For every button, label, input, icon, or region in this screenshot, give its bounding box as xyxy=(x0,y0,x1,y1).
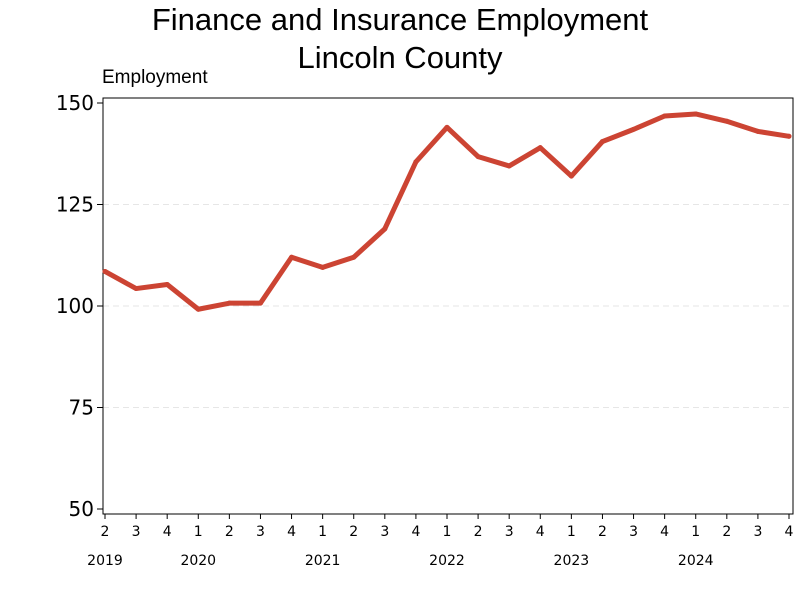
data-point xyxy=(724,118,730,124)
data-point xyxy=(164,281,170,287)
x-tick-label: 2 xyxy=(225,524,234,540)
year-label: 2019 xyxy=(87,553,123,569)
data-point xyxy=(568,173,574,179)
x-tick-label: 4 xyxy=(785,524,794,540)
y-tick-label: 50 xyxy=(69,497,94,521)
x-tick-label: 1 xyxy=(318,524,327,540)
data-point xyxy=(506,163,512,169)
data-point xyxy=(351,254,357,260)
data-point xyxy=(102,268,108,274)
year-label: 2024 xyxy=(678,553,714,569)
x-tick-label: 3 xyxy=(629,524,638,540)
x-tick-label: 4 xyxy=(660,524,669,540)
data-point xyxy=(662,113,668,119)
x-tick-label: 3 xyxy=(753,524,762,540)
data-point xyxy=(413,159,419,165)
x-tick-label: 3 xyxy=(380,524,389,540)
x-tick-label: 3 xyxy=(505,524,514,540)
x-tick-label: 4 xyxy=(287,524,296,540)
series-layer xyxy=(102,111,792,312)
data-point xyxy=(320,264,326,270)
x-tick-label: 1 xyxy=(567,524,576,540)
x-tick-label: 1 xyxy=(443,524,452,540)
series-line xyxy=(102,111,792,312)
x-tick-label: 3 xyxy=(132,524,141,540)
x-tick-label: 4 xyxy=(163,524,172,540)
x-tick-label: 3 xyxy=(256,524,265,540)
x-tick-label: 2 xyxy=(101,524,110,540)
year-label: 2023 xyxy=(554,553,590,569)
data-point xyxy=(133,286,139,292)
data-point xyxy=(289,254,295,260)
data-point xyxy=(195,306,201,312)
data-point xyxy=(475,154,481,160)
data-point xyxy=(257,300,263,306)
year-label: 2020 xyxy=(180,553,216,569)
data-point xyxy=(537,145,543,151)
x-tick-label: 2 xyxy=(598,524,607,540)
chart-title: Finance and Insurance Employment xyxy=(151,2,649,37)
x-axis: 2 3 4 1 2 3 4 1 2 3 4 1 2 3 4 1 2 3 4 1 2 3 4 2019 2020 2021 2022 2… xyxy=(87,514,794,569)
x-tick-label: 4 xyxy=(411,524,420,540)
data-point xyxy=(444,124,450,130)
data-point xyxy=(631,126,637,132)
x-tick-label: 2 xyxy=(474,524,483,540)
x-tick-label: 1 xyxy=(194,524,203,540)
year-label: 2021 xyxy=(305,553,341,569)
y-axis: 50 75 100 125 150 xyxy=(56,91,103,521)
data-point xyxy=(786,133,792,139)
x-tick-label: 1 xyxy=(691,524,700,540)
x-tick-label: 2 xyxy=(349,524,358,540)
y-axis-label: Employment xyxy=(102,67,208,88)
data-point xyxy=(755,128,761,134)
y-tick-label: 75 xyxy=(69,396,94,420)
year-label: 2022 xyxy=(429,553,465,569)
x-tick-label: 2 xyxy=(722,524,731,540)
data-point xyxy=(226,300,232,306)
data-point xyxy=(382,226,388,232)
y-tick-label: 125 xyxy=(56,193,94,217)
y-tick-label: 150 xyxy=(56,91,94,115)
x-tick-label: 4 xyxy=(536,524,545,540)
y-tick-label: 100 xyxy=(56,294,94,318)
data-point xyxy=(599,139,605,145)
data-point xyxy=(693,111,699,117)
chart-subtitle: Lincoln County xyxy=(297,40,503,75)
